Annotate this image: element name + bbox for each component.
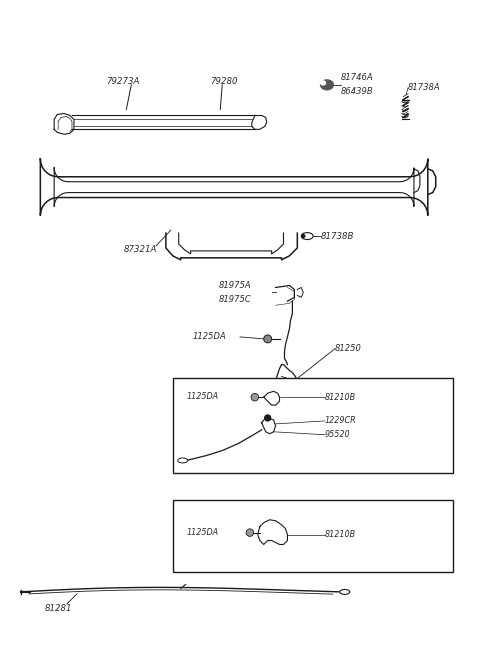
- Text: 81975C: 81975C: [218, 295, 251, 304]
- Circle shape: [251, 394, 259, 401]
- Text: 81975A: 81975A: [218, 281, 251, 290]
- Ellipse shape: [321, 80, 334, 90]
- Text: 81210B: 81210B: [325, 530, 356, 539]
- Text: 81738B: 81738B: [321, 231, 354, 240]
- Text: 81281: 81281: [44, 604, 72, 613]
- Ellipse shape: [178, 458, 188, 463]
- Text: 81210B: 81210B: [325, 393, 356, 401]
- Text: 1125DA: 1125DA: [187, 392, 219, 401]
- Text: 1125DA: 1125DA: [192, 332, 226, 342]
- Ellipse shape: [301, 233, 313, 240]
- Text: 81746A: 81746A: [341, 74, 373, 82]
- Bar: [173, 378, 453, 473]
- Text: 79280: 79280: [210, 78, 238, 86]
- Text: 1125DA: 1125DA: [187, 528, 219, 537]
- Circle shape: [264, 415, 271, 421]
- Ellipse shape: [340, 589, 350, 595]
- Text: 81738A: 81738A: [408, 83, 441, 93]
- Text: 79273A: 79273A: [107, 78, 140, 86]
- Text: 1229CR: 1229CR: [325, 417, 357, 426]
- Ellipse shape: [321, 81, 325, 85]
- Text: 95520: 95520: [325, 430, 350, 440]
- Bar: [173, 500, 453, 572]
- Circle shape: [302, 235, 305, 238]
- Circle shape: [246, 529, 253, 536]
- Text: 81250: 81250: [335, 344, 362, 353]
- Text: 86439B: 86439B: [341, 87, 373, 97]
- Text: 87321A: 87321A: [123, 246, 157, 254]
- Circle shape: [264, 335, 272, 343]
